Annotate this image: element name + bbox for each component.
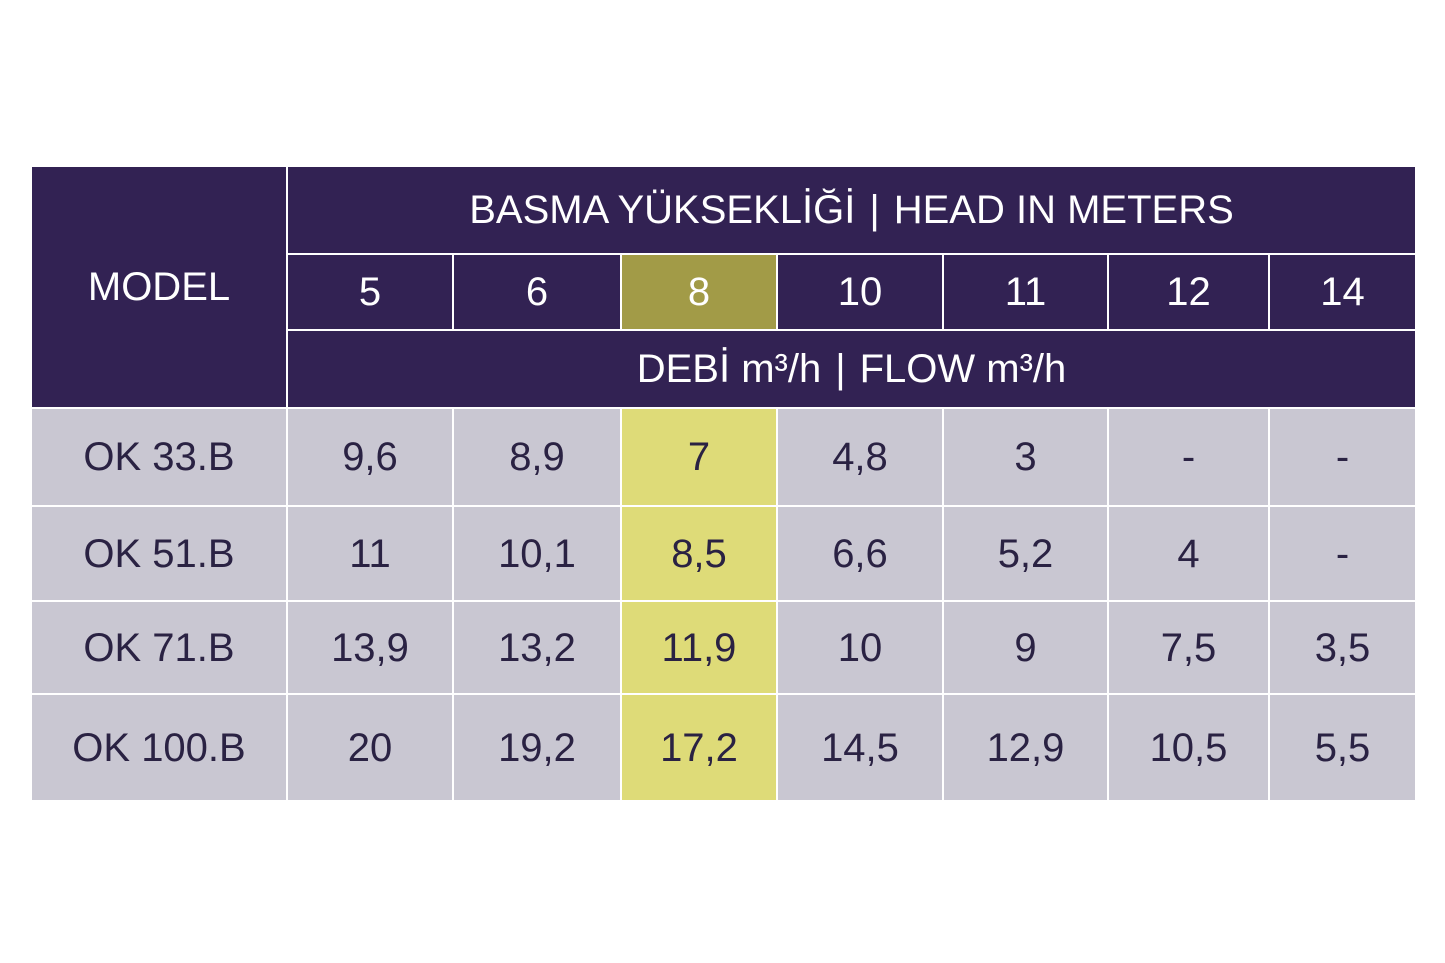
column-header: 5 — [288, 255, 452, 329]
model-column-header: MODEL — [32, 167, 286, 407]
flow-value: 10,1 — [454, 507, 620, 600]
flow-value: 6,6 — [778, 507, 942, 600]
flow-value: 19,2 — [454, 695, 620, 800]
flow-value-highlighted: 11,9 — [622, 602, 776, 693]
flow-value: 3 — [944, 409, 1107, 505]
model-name: OK 51.B — [32, 507, 286, 600]
flow-value: 8,9 — [454, 409, 620, 505]
flow-value: 20 — [288, 695, 452, 800]
column-header: 12 — [1109, 255, 1268, 329]
flow-value: - — [1270, 507, 1415, 600]
flow-value: 5,5 — [1270, 695, 1415, 800]
flow-value: 9,6 — [288, 409, 452, 505]
column-header-highlighted: 8 — [622, 255, 776, 329]
flow-value: 7,5 — [1109, 602, 1268, 693]
flow-title-en: FLOW m³/h — [859, 347, 1067, 391]
head-title: BASMA YÜKSEKLİĞİ | HEAD IN METERS — [288, 167, 1415, 253]
flow-value: 10 — [778, 602, 942, 693]
flow-value: 13,2 — [454, 602, 620, 693]
flow-value: 4,8 — [778, 409, 942, 505]
column-header: 10 — [778, 255, 942, 329]
flow-value: - — [1270, 409, 1415, 505]
model-name: OK 100.B — [32, 695, 286, 800]
flow-value: 5,2 — [944, 507, 1107, 600]
performance-table: MODEL BASMA YÜKSEKLİĞİ | HEAD IN METERS … — [32, 167, 1415, 800]
flow-value: - — [1109, 409, 1268, 505]
head-title-separator: | — [869, 188, 880, 232]
flow-value: 10,5 — [1109, 695, 1268, 800]
flow-value: 14,5 — [778, 695, 942, 800]
flow-value: 11 — [288, 507, 452, 600]
flow-value: 9 — [944, 602, 1107, 693]
model-name: OK 33.B — [32, 409, 286, 505]
flow-title-separator: | — [835, 347, 846, 391]
head-title-en: HEAD IN METERS — [893, 188, 1234, 232]
flow-value-highlighted: 8,5 — [622, 507, 776, 600]
flow-value-highlighted: 7 — [622, 409, 776, 505]
flow-value: 13,9 — [288, 602, 452, 693]
column-header: 11 — [944, 255, 1107, 329]
flow-value: 12,9 — [944, 695, 1107, 800]
head-title-tr: BASMA YÜKSEKLİĞİ — [469, 188, 856, 232]
flow-title: DEBİ m³/h | FLOW m³/h — [288, 331, 1415, 407]
column-header: 6 — [454, 255, 620, 329]
flow-value: 3,5 — [1270, 602, 1415, 693]
model-name: OK 71.B — [32, 602, 286, 693]
column-header: 14 — [1270, 255, 1415, 329]
flow-value: 4 — [1109, 507, 1268, 600]
flow-title-tr: DEBİ m³/h — [636, 347, 822, 391]
flow-value-highlighted: 17,2 — [622, 695, 776, 800]
